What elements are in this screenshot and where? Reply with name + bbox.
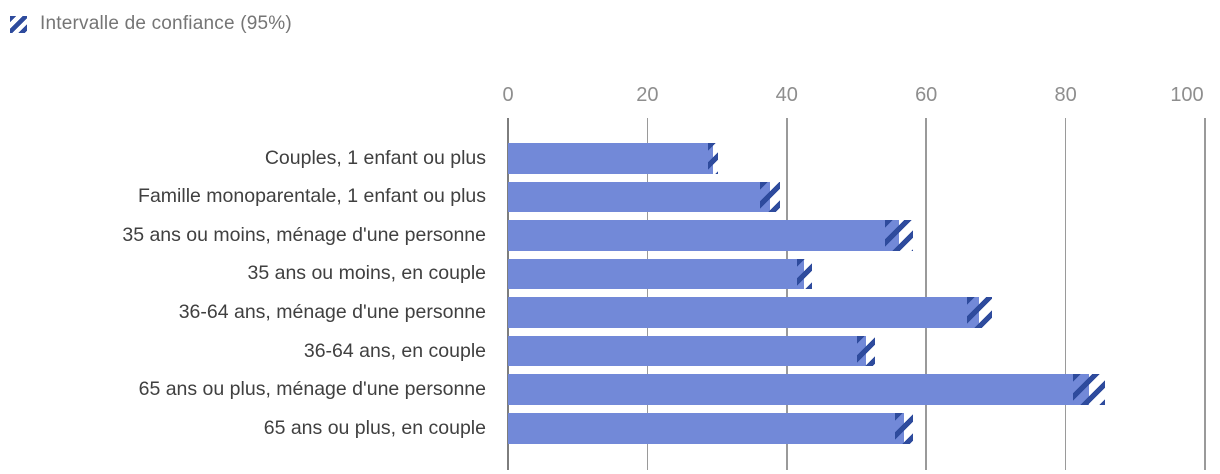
bar[interactable] [508,181,771,213]
legend: Intervalle de confiance (95%) [10,13,292,35]
category-label: 35 ans ou moins, en couple [247,262,487,285]
gridline [1204,118,1206,470]
confidence-interval-hatch-icon [10,15,27,33]
x-axis-tick-label: 60 [915,84,938,106]
x-axis-tick-label: 20 [636,84,659,106]
y-axis-line [507,118,509,470]
bar[interactable] [508,374,1089,405]
x-axis-tick-label: 100 [1170,84,1204,106]
legend-label: Intervalle de confiance (95%) [40,13,292,34]
confidence-interval-hatch[interactable] [894,413,913,444]
category-label: 35 ans ou moins, ménage d'une personne [122,223,486,246]
bar[interactable] [508,335,866,367]
category-label: 36-64 ans, en couple [303,339,486,362]
bar[interactable] [508,413,904,444]
x-axis-tick-label: 0 [502,84,514,106]
bar[interactable] [508,297,980,328]
category-label: 65 ans ou plus, en couple [263,416,486,439]
bar[interactable] [508,143,713,174]
confidence-interval-hatch[interactable] [796,258,812,290]
bar[interactable] [508,220,900,251]
gridline [646,118,649,470]
x-axis-tick-label: 40 [775,84,798,106]
gridline [1064,118,1067,470]
category-label: 65 ans ou plus, ménage d'une personne [138,378,486,401]
confidence-interval-hatch[interactable] [1072,374,1105,405]
gridline [925,118,927,470]
confidence-interval-hatch[interactable] [856,335,875,367]
x-axis-tick-label: 80 [1054,84,1077,106]
confidence-interval-hatch[interactable] [760,181,780,213]
bar[interactable] [508,258,805,290]
category-label: Couples, 1 enfant ou plus [264,146,486,169]
category-label: 36-64 ans, ménage d'une personne [178,301,486,324]
gridline [786,118,788,470]
confidence-interval-hatch[interactable] [708,143,718,174]
category-label: Famille monoparentale, 1 enfant ou plus [138,185,486,208]
confidence-interval-hatch[interactable] [966,297,992,328]
confidence-interval-hatch[interactable] [885,220,913,251]
